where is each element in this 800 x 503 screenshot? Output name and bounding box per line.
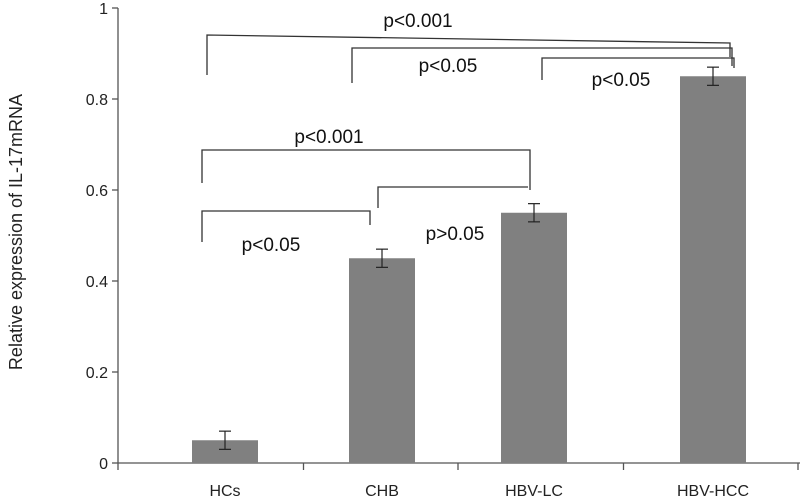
y-tick-label: 0.2 xyxy=(86,365,108,382)
bar-hbv-lc xyxy=(501,212,567,463)
bar-hbv-hcc xyxy=(680,76,746,463)
y-axis-label: Relative expression of IL-17mRNA xyxy=(6,94,26,370)
y-tick-label: 1 xyxy=(99,1,108,18)
p-value-label: p<0.001 xyxy=(294,127,363,148)
p-value-label: p>0.05 xyxy=(426,224,485,245)
significance-brackets: p<0.001 p<0.05 p<0.05 p<0.001 p>0.05 p<0.05 xyxy=(201,11,735,256)
y-tick-label: 0.8 xyxy=(86,92,108,109)
significance-bracket xyxy=(377,186,528,208)
significance-bracket xyxy=(201,210,371,242)
p-value-label: p<0.05 xyxy=(242,235,301,256)
x-tick-label: CHB xyxy=(365,483,399,500)
p-value-label: p<0.001 xyxy=(383,11,452,32)
significance-bracket xyxy=(201,149,531,190)
error-bars xyxy=(219,66,719,450)
bars xyxy=(192,76,746,463)
bar-hcs xyxy=(192,440,258,463)
x-tick-label: HBV-HCC xyxy=(677,483,749,500)
bar-chb xyxy=(349,258,415,463)
significance-bracket xyxy=(541,57,735,80)
category-labels: HCs CHB HBV-LC HBV-HCC xyxy=(209,483,749,500)
y-tick-label: 0.4 xyxy=(86,274,108,291)
significance-bracket xyxy=(351,47,733,83)
x-tick-label: HCs xyxy=(209,483,240,500)
y-tick-label: 0.6 xyxy=(86,183,108,200)
p-value-label: p<0.05 xyxy=(592,70,651,91)
significance-bracket xyxy=(206,34,731,75)
p-value-label: p<0.05 xyxy=(419,56,478,77)
y-tick-label: 0 xyxy=(99,456,108,473)
x-tick-label: HBV-LC xyxy=(505,483,563,500)
